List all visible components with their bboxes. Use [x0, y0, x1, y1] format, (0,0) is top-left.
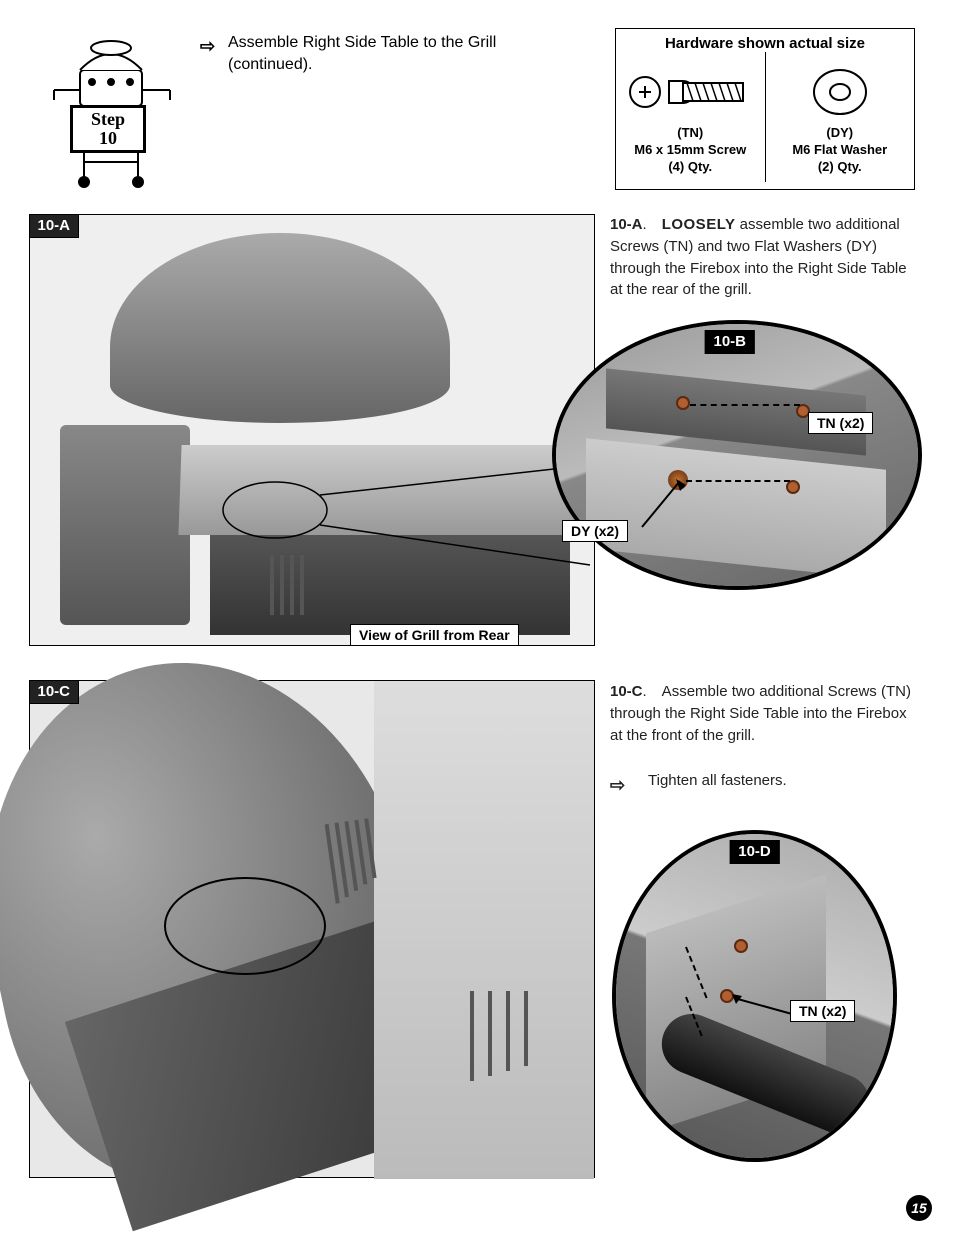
callout-line [690, 404, 800, 406]
vent-lines [270, 555, 304, 615]
figure-10c: 10-C [29, 680, 595, 1178]
hardware-box: Hardware shown actual size [615, 28, 915, 190]
figure-10a: 10-A View of Grill from Rear [29, 214, 595, 646]
figure-tag: 10-B [704, 330, 755, 354]
callout-tn-2: TN (x2) [790, 1000, 855, 1022]
figure-caption: View of Grill from Rear [350, 624, 519, 646]
vent-lines [470, 991, 528, 1081]
step-number-box: Step 10 [70, 105, 146, 153]
screw-dot [676, 396, 690, 410]
hw-qty: (4) Qty. [668, 159, 712, 174]
step-label: Step [73, 110, 143, 129]
arrow-right-icon: ⇨ [200, 34, 215, 58]
figure-10b-detail: 10-B [552, 320, 922, 590]
hardware-title: Hardware shown actual size [616, 35, 914, 52]
hw-code: (TN) [677, 125, 703, 140]
grill-lid-shape [110, 233, 450, 423]
figure-10d-detail: 10-D [612, 830, 897, 1162]
arrow-right-icon: ⇨ [610, 772, 625, 798]
hw-code: (DY) [826, 125, 853, 140]
grill-body-shape [60, 425, 190, 625]
hw-qty: (2) Qty. [818, 159, 862, 174]
screw-dot [786, 480, 800, 494]
dy-pointer [640, 479, 690, 539]
instruction-prefix: 10-A [610, 216, 643, 233]
instruction-tighten: ⇨ Tighten all fasteners. [610, 770, 920, 792]
hardware-item-washer: (DY) M6 Flat Washer (2) Qty. [765, 52, 915, 182]
side-table-shape [374, 681, 594, 1179]
step-instruction-title: ⇨ Assemble Right Side Table to the Grill… [228, 32, 568, 75]
instruction-prefix: 10-C [610, 683, 643, 700]
instruction-text: . Assemble two additional Screws (TN) th… [610, 683, 911, 744]
washer-icon [805, 65, 875, 119]
instruction-text: assemble two additional Screws (TN) and … [610, 216, 907, 298]
instruction-text: Tighten all fasteners. [648, 770, 920, 792]
hardware-row: (TN) M6 x 15mm Screw (4) Qty. (DY) M6 Fl… [616, 52, 914, 182]
screw-dot [734, 939, 748, 953]
page-number: 15 [906, 1195, 932, 1221]
instruction-10a: 10-A. LOOSELY assemble two additional Sc… [610, 214, 920, 301]
hw-desc: M6 Flat Washer [792, 142, 887, 157]
callout-line [686, 480, 790, 482]
instruction-10c: 10-C. Assemble two additional Screws (TN… [610, 681, 920, 746]
figure-tag: 10-A [29, 214, 80, 238]
page: Step 10 ⇨ Assemble Right Side Table to t… [0, 0, 954, 1235]
hw-desc: M6 x 15mm Screw [634, 142, 746, 157]
figure-tag: 10-C [29, 680, 80, 704]
instruction-emph: LOOSELY [662, 216, 736, 233]
hardware-label: (TN) M6 x 15mm Screw (4) Qty. [634, 125, 746, 176]
step-number: 10 [73, 129, 143, 148]
screw-icon [625, 65, 755, 119]
callout-tn: TN (x2) [808, 412, 873, 434]
hardware-item-screw: (TN) M6 x 15mm Screw (4) Qty. [616, 52, 765, 182]
callout-dy: DY (x2) [562, 520, 628, 542]
figure-tag: 10-D [729, 840, 780, 864]
detail-source-oval [160, 871, 330, 981]
step-title-text: Assemble Right Side Table to the Grill (… [228, 34, 496, 73]
hardware-label: (DY) M6 Flat Washer (2) Qty. [792, 125, 887, 176]
